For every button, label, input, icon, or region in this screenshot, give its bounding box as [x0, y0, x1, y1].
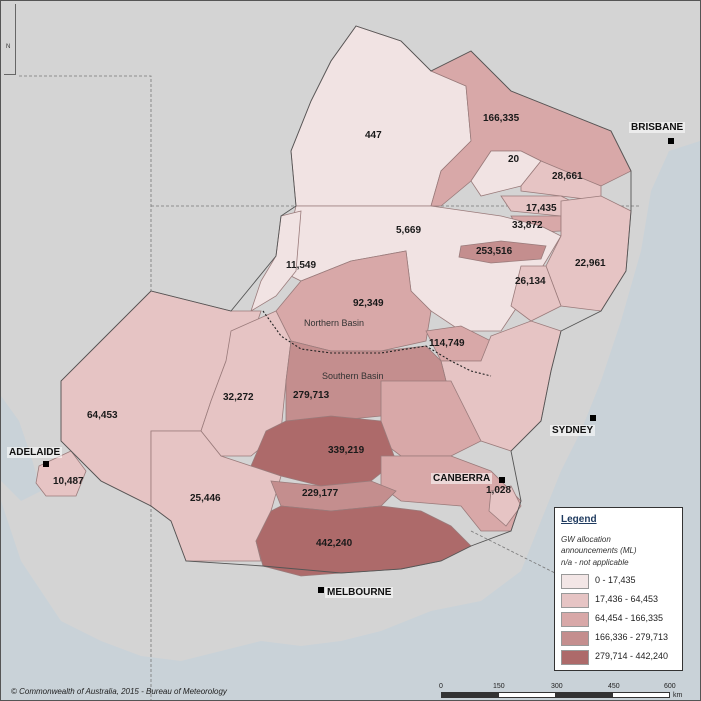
legend-swatch — [561, 574, 589, 589]
legend-class-label: 279,714 - 442,240 — [595, 651, 669, 661]
legend: Legend GW allocation announcements (ML) … — [554, 507, 683, 671]
northern-basin-label: Northern Basin — [304, 318, 365, 328]
value-label: 442,240 — [316, 538, 353, 549]
region-11549 — [250, 210, 302, 312]
value-label: 22,961 — [575, 258, 606, 269]
scale-tick: 600 — [664, 683, 676, 690]
scale-tick: 450 — [608, 683, 620, 690]
city-marker-sydney — [590, 415, 596, 421]
value-label: 1,028 — [486, 485, 512, 496]
legend-subtitle: announcements (ML) — [561, 546, 637, 555]
city-brisbane: BRISBANE — [629, 122, 686, 133]
value-label: 253,516 — [476, 246, 513, 257]
city-marker-adelaide — [43, 461, 49, 467]
region-1028 — [488, 485, 522, 527]
legend-swatch — [561, 612, 589, 627]
legend-class: 166,336 - 279,713 — [561, 631, 679, 646]
scale-segment — [498, 692, 556, 698]
scale-tick: 0 — [439, 683, 443, 690]
value-label: 33,872 — [512, 220, 543, 231]
value-label: 32,272 — [223, 392, 254, 403]
region-253516 — [458, 240, 547, 264]
north-label: N — [6, 44, 11, 50]
value-label: 5,669 — [396, 225, 422, 236]
value-label: 166,335 — [483, 113, 520, 124]
legend-class-label: 64,454 - 166,335 — [595, 613, 664, 623]
legend-class: 279,714 - 442,240 — [561, 650, 679, 665]
basin-outline — [60, 25, 632, 574]
legend-class-label: 17,436 - 64,453 — [595, 594, 659, 604]
scale-bar: 0 150 300 450 600 km — [439, 683, 682, 699]
basin-divider — [262, 310, 492, 377]
city-marker-brisbane — [668, 138, 674, 144]
scale-unit: km — [673, 692, 683, 699]
legend-swatch — [561, 593, 589, 608]
value-label: 26,134 — [515, 276, 546, 287]
value-label: 92,349 — [353, 298, 384, 309]
value-label: 339,219 — [328, 445, 365, 456]
coast-west — [1, 1, 141, 431]
scale-tick: 300 — [551, 683, 563, 690]
legend-class-label: 0 - 17,435 — [595, 575, 636, 585]
legend-title: Legend — [561, 514, 597, 525]
value-label: 10,487 — [53, 476, 84, 487]
copyright-text: © Commonwealth of Australia, 2015 - Bure… — [11, 687, 227, 696]
scale-segment — [441, 692, 499, 698]
city-melbourne: MELBOURNE — [325, 587, 394, 598]
value-label: 20 — [508, 154, 520, 165]
legend-class: 64,454 - 166,335 — [561, 612, 679, 627]
value-label: 28,661 — [552, 171, 583, 182]
city-sydney: SYDNEY — [550, 425, 596, 436]
region-32272 — [200, 310, 292, 457]
city-canberra: CANBERRA — [431, 473, 493, 484]
city-marker-melbourne — [318, 587, 324, 593]
value-label: 229,177 — [302, 488, 339, 499]
legend-swatch — [561, 631, 589, 646]
southern-basin-label: Southern Basin — [322, 371, 384, 381]
legend-note: n/a - not applicable — [561, 558, 629, 567]
value-label: 279,713 — [293, 390, 330, 401]
value-label: 17,435 — [526, 203, 557, 214]
legend-class-label: 166,336 - 279,713 — [595, 632, 669, 642]
scale-tick: 150 — [493, 683, 505, 690]
city-adelaide: ADELAIDE — [7, 447, 63, 458]
region-26134 — [510, 265, 562, 322]
city-marker-canberra — [499, 477, 505, 483]
scale-segment — [555, 692, 613, 698]
state-border-3 — [470, 530, 562, 577]
legend-class: 17,436 - 64,453 — [561, 593, 679, 608]
value-label: 114,749 — [429, 338, 465, 349]
north-marker: N — [4, 4, 16, 75]
value-label: 11,549 — [286, 260, 317, 271]
legend-swatch — [561, 650, 589, 665]
value-label: 447 — [365, 130, 382, 141]
scale-segment — [612, 692, 670, 698]
value-label: 64,453 — [87, 410, 118, 421]
legend-subtitle: GW allocation — [561, 535, 611, 544]
legend-class: 0 - 17,435 — [561, 574, 679, 589]
value-label: 25,446 — [190, 493, 221, 504]
